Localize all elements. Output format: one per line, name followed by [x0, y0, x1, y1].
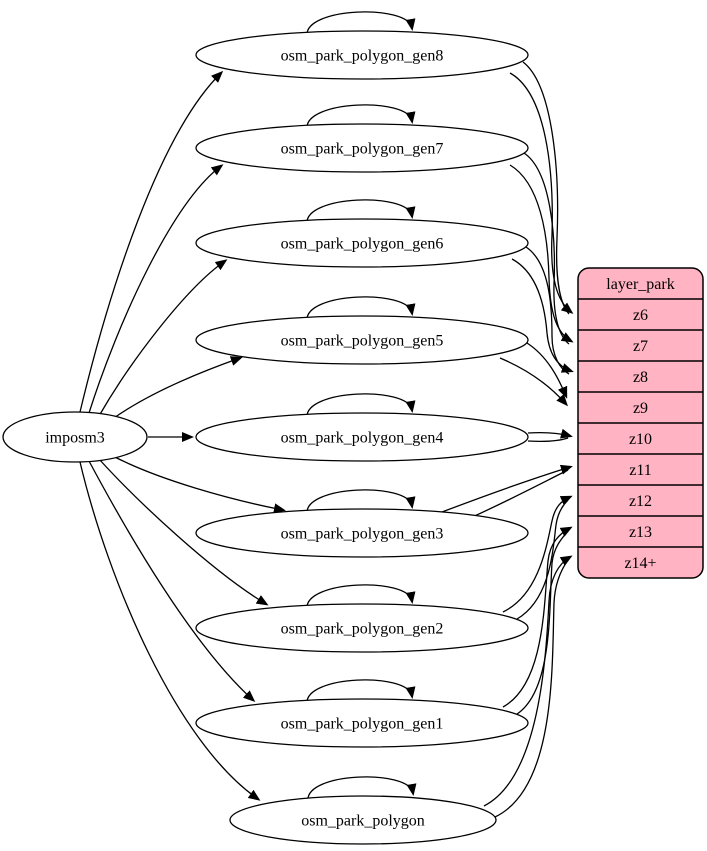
gen3-ellipse: [195, 508, 529, 558]
edge-imposm3-to-gen3: [110, 454, 286, 514]
layer-row-z13: z13: [629, 524, 652, 541]
node-osm-park-polygon-gen4: osm_park_polygon_gen4: [195, 412, 529, 462]
edge-gen3-to-z11: [441, 464, 573, 520]
edge-imposm3-to-gen5: [110, 356, 243, 421]
self-loop-gen3: [306, 489, 416, 515]
edge-gen6-to-z8: [511, 246, 574, 375]
layer-row-z11: z11: [629, 462, 652, 479]
self-loops: [306, 11, 417, 802]
gen5-ellipse: [195, 315, 529, 365]
gen7-label: osm_park_polygon_gen7: [281, 141, 444, 158]
node-imposm3: imposm3: [2, 411, 148, 463]
edge-imposm3-to-gen6: [98, 259, 228, 417]
edge-imposm3-to-gen1: [88, 460, 256, 703]
gen1-label: osm_park_polygon_gen1: [281, 716, 444, 733]
layer-row-z7: z7: [633, 338, 648, 355]
gen1-ellipse: [195, 698, 529, 748]
edge-gen4-to-z10: [527, 428, 573, 443]
edge-imposm3-to-polygon: [79, 461, 261, 801]
edge-imposm3-to-gen2: [98, 458, 269, 606]
node-osm-park-polygon-gen2: osm_park_polygon_gen2: [195, 603, 529, 653]
layer-row-z6: z6: [633, 307, 648, 324]
imposm3-ellipse: [2, 411, 148, 463]
self-loop-gen1: [306, 679, 416, 705]
self-loop-gen5: [306, 296, 416, 322]
layer-row-z10: z10: [629, 431, 652, 448]
node-osm-park-polygon-gen3: osm_park_polygon_gen3: [195, 508, 529, 558]
gen6-ellipse: [195, 218, 529, 268]
node-osm-park-polygon-gen5: osm_park_polygon_gen5: [195, 315, 529, 365]
layer-row-z14plus: z14+: [624, 555, 656, 572]
self-loop-gen2: [306, 584, 416, 610]
layer-node-layer-park: layer_park z6 z7 z8 z9 z10 z11 z12 z13 z…: [577, 267, 704, 579]
edge-gen8-to-z6: [509, 61, 574, 315]
edge-gen7-to-z7: [509, 152, 574, 345]
layer-row-z8: z8: [633, 369, 648, 386]
self-loop-polygon: [307, 776, 417, 802]
gen6-label: osm_park_polygon_gen6: [281, 236, 444, 253]
gen4-label: osm_park_polygon_gen4: [281, 430, 444, 447]
layer-row-z12: z12: [629, 493, 652, 510]
edge-imposm3-to-gen7: [88, 164, 224, 414]
node-osm-park-polygon-gen8: osm_park_polygon_gen8: [195, 30, 529, 80]
self-loop-gen8: [306, 11, 416, 37]
gen5-label: osm_park_polygon_gen5: [281, 333, 444, 350]
gen3-label: osm_park_polygon_gen3: [281, 526, 444, 543]
polygon-label: osm_park_polygon: [301, 813, 425, 830]
gen7-ellipse: [195, 123, 529, 173]
gen8-label: osm_park_polygon_gen8: [281, 48, 444, 65]
edge-gen2-to-z12: [502, 495, 573, 620]
node-osm-park-polygon: osm_park_polygon: [229, 795, 497, 845]
layer-park-title: layer_park: [606, 276, 674, 293]
node-osm-park-polygon-gen6: osm_park_polygon_gen6: [195, 218, 529, 268]
gen2-ellipse: [195, 603, 529, 653]
imposm3-label: imposm3: [45, 430, 105, 447]
gen8-ellipse: [195, 30, 529, 80]
polygon-ellipse: [229, 795, 497, 845]
self-loop-gen7: [306, 104, 416, 130]
self-loop-gen6: [306, 199, 416, 225]
edge-gen5-to-z9: [499, 342, 568, 407]
node-osm-park-polygon-gen1: osm_park_polygon_gen1: [195, 698, 529, 748]
layer-row-z9: z9: [633, 400, 648, 417]
gen2-label: osm_park_polygon_gen2: [281, 621, 444, 638]
edges-from-imposm3: [79, 70, 286, 801]
edge-polygon-to-z14plus: [483, 555, 573, 818]
edges-to-layer-park: [441, 61, 574, 818]
node-osm-park-polygon-gen7: osm_park_polygon_gen7: [195, 123, 529, 173]
edge-imposm3-to-gen8: [79, 70, 224, 413]
self-loop-gen4: [306, 393, 416, 419]
gen4-ellipse: [195, 412, 529, 462]
